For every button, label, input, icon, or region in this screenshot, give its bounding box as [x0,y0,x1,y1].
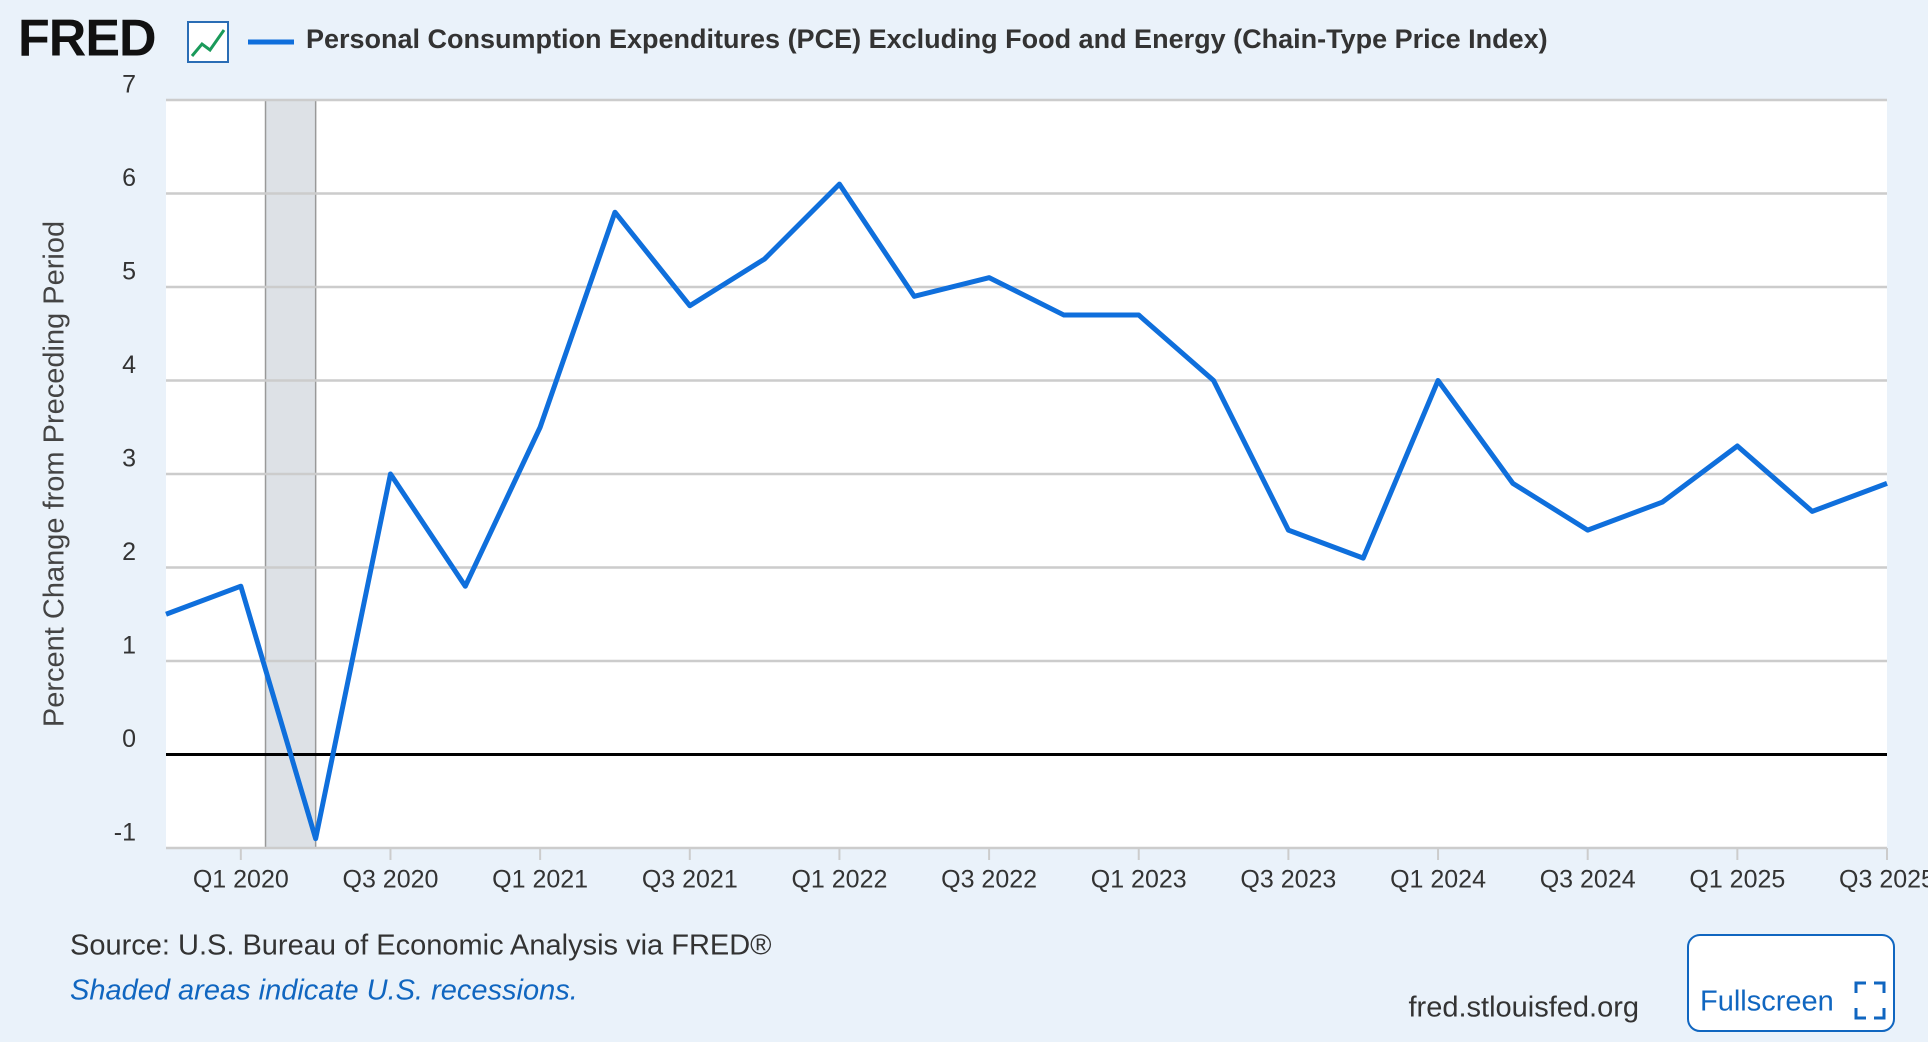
fullscreen-label[interactable]: Fullscreen [1700,986,1834,1018]
x-tick-label: Q3 2022 [941,866,1037,894]
legend-entry: Personal Consumption Expenditures (PCE) … [306,24,1548,54]
y-tick-label: 5 [122,258,136,286]
fullscreen-button[interactable]: Fullscreen [1687,934,1895,1032]
x-tick-label: Q1 2021 [492,866,588,894]
x-tick-label: Q1 2025 [1689,866,1785,894]
x-tick-label: Q3 2024 [1540,866,1636,894]
x-tick-label: Q3 2025 [1839,866,1928,894]
recession-note: Shaded areas indicate U.S. recessions. [70,975,578,1007]
x-tick-label: Q3 2020 [343,866,439,894]
x-tick-label: Q1 2020 [193,866,289,894]
y-tick-label: 2 [122,538,136,566]
x-tick-label: Q1 2022 [791,866,887,894]
logo-icon [187,21,229,63]
y-tick-label: 6 [122,164,136,192]
y-tick-label: -1 [114,819,136,847]
y-tick-label: 0 [122,725,136,753]
site-link[interactable]: fred.stlouisfed.org [1408,992,1639,1024]
x-tick-label: Q3 2021 [642,866,738,894]
source: Source: U.S. Bureau of Economic Analysis… [70,930,772,962]
y-tick-label: 4 [122,351,136,379]
x-tick-label: Q1 2023 [1091,866,1187,894]
y-tick-label: 7 [122,71,136,99]
y-tick-label: 3 [122,445,136,473]
series-line [165,181,1888,842]
y-tick-label: 1 [122,632,136,660]
logo: FRED [18,10,156,68]
y-axis-label: Percent Change from Preceding Period [39,221,71,727]
x-tick-label: Q3 2023 [1240,866,1336,894]
x-tick-label: Q1 2024 [1390,866,1486,894]
